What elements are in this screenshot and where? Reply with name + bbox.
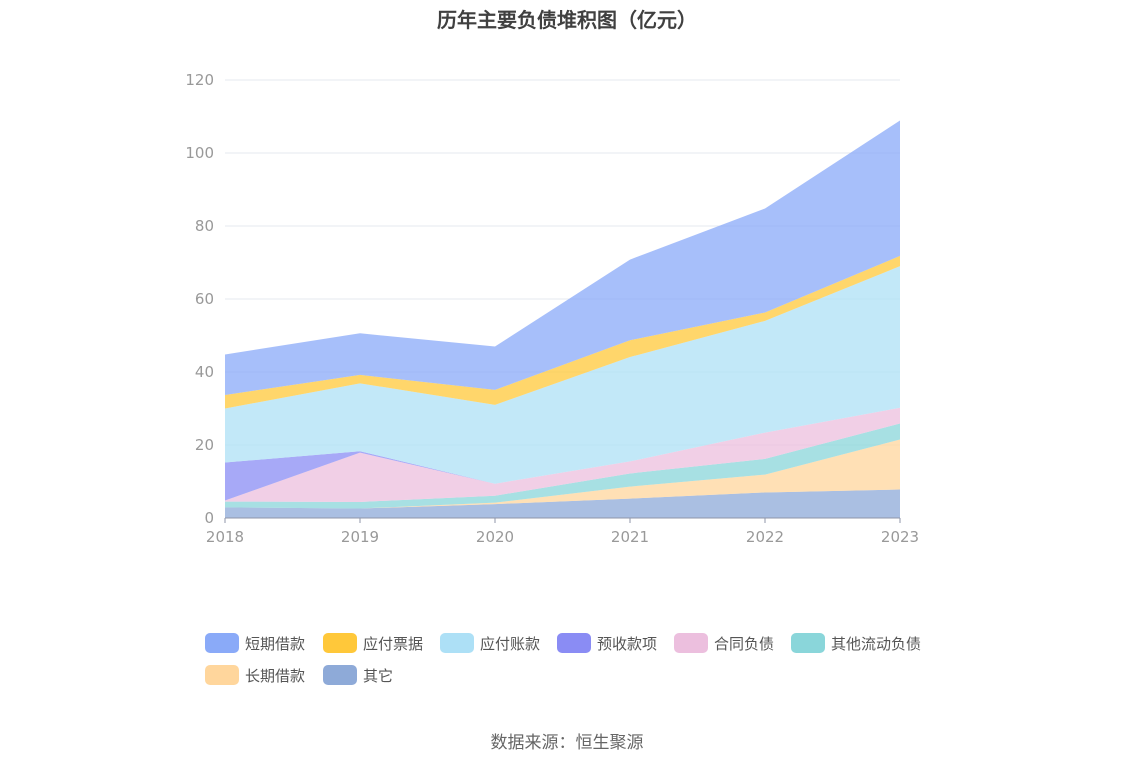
y-tick-label: 100: [185, 144, 214, 162]
area-series-6[interactable]: [225, 255, 900, 409]
area-series-layer: [225, 120, 900, 518]
legend-swatch: [791, 633, 825, 653]
y-tick-label: 20: [195, 436, 214, 454]
x-tick-label: 2018: [206, 528, 244, 546]
legend-swatch: [674, 633, 708, 653]
legend-item[interactable]: 应付账款: [440, 630, 540, 656]
area-series-1[interactable]: [225, 439, 900, 509]
legend-swatch: [440, 633, 474, 653]
x-tick-label: 2021: [611, 528, 649, 546]
chart-title: 历年主要负债堆积图（亿元）: [437, 8, 697, 32]
y-tick-label: 40: [195, 363, 214, 381]
y-tick-label: 120: [185, 71, 214, 89]
legend-label: 应付账款: [480, 634, 541, 653]
area-series-2[interactable]: [225, 423, 900, 509]
legend-item[interactable]: 应付票据: [323, 630, 423, 656]
source-note: 数据来源：恒生聚源: [490, 733, 644, 753]
legend-label: 预收款项: [597, 634, 658, 653]
x-tick-label: 2022: [746, 528, 784, 546]
legend-item[interactable]: 长期借款: [205, 662, 305, 688]
y-tick-label: 80: [195, 217, 214, 235]
y-tick-label: 0: [204, 509, 214, 527]
legend-swatch: [205, 633, 239, 653]
x-tick-label: 2020: [476, 528, 514, 546]
legend-item[interactable]: 其它: [323, 662, 393, 688]
legend-label: 其他流动负债: [831, 634, 922, 653]
legend-label: 应付票据: [363, 634, 424, 653]
legend-swatch: [557, 633, 591, 653]
x-tick-label: 2023: [881, 528, 919, 546]
legend-swatch: [323, 633, 357, 653]
legend-swatch: [323, 665, 357, 685]
area-series-5[interactable]: [225, 266, 900, 484]
area-series-3[interactable]: [225, 407, 900, 502]
legend-item[interactable]: 短期借款: [205, 630, 305, 656]
legend-item[interactable]: 预收款项: [557, 630, 657, 656]
area-series-0[interactable]: [225, 489, 900, 518]
stacked-area-chart: 0 20 40 60 80 100 120 2018 2019 2020 2021 2022 2023: [185, 71, 919, 546]
legend-label: 合同负债: [714, 634, 775, 653]
legend-label: 长期借款: [245, 666, 306, 685]
legend-label: 其它: [363, 666, 394, 685]
area-series-7[interactable]: [225, 120, 900, 395]
legend-item[interactable]: 合同负债: [674, 630, 774, 656]
axes: 0 20 40 60 80 100 120 2018 2019 2020 2021 2022 2023: [185, 71, 919, 546]
legend-swatch: [205, 665, 239, 685]
y-tick-label: 60: [195, 290, 214, 308]
x-tick-label: 2019: [341, 528, 379, 546]
legend-item[interactable]: 其他流动负债: [791, 630, 921, 656]
legend-label: 短期借款: [245, 634, 306, 653]
